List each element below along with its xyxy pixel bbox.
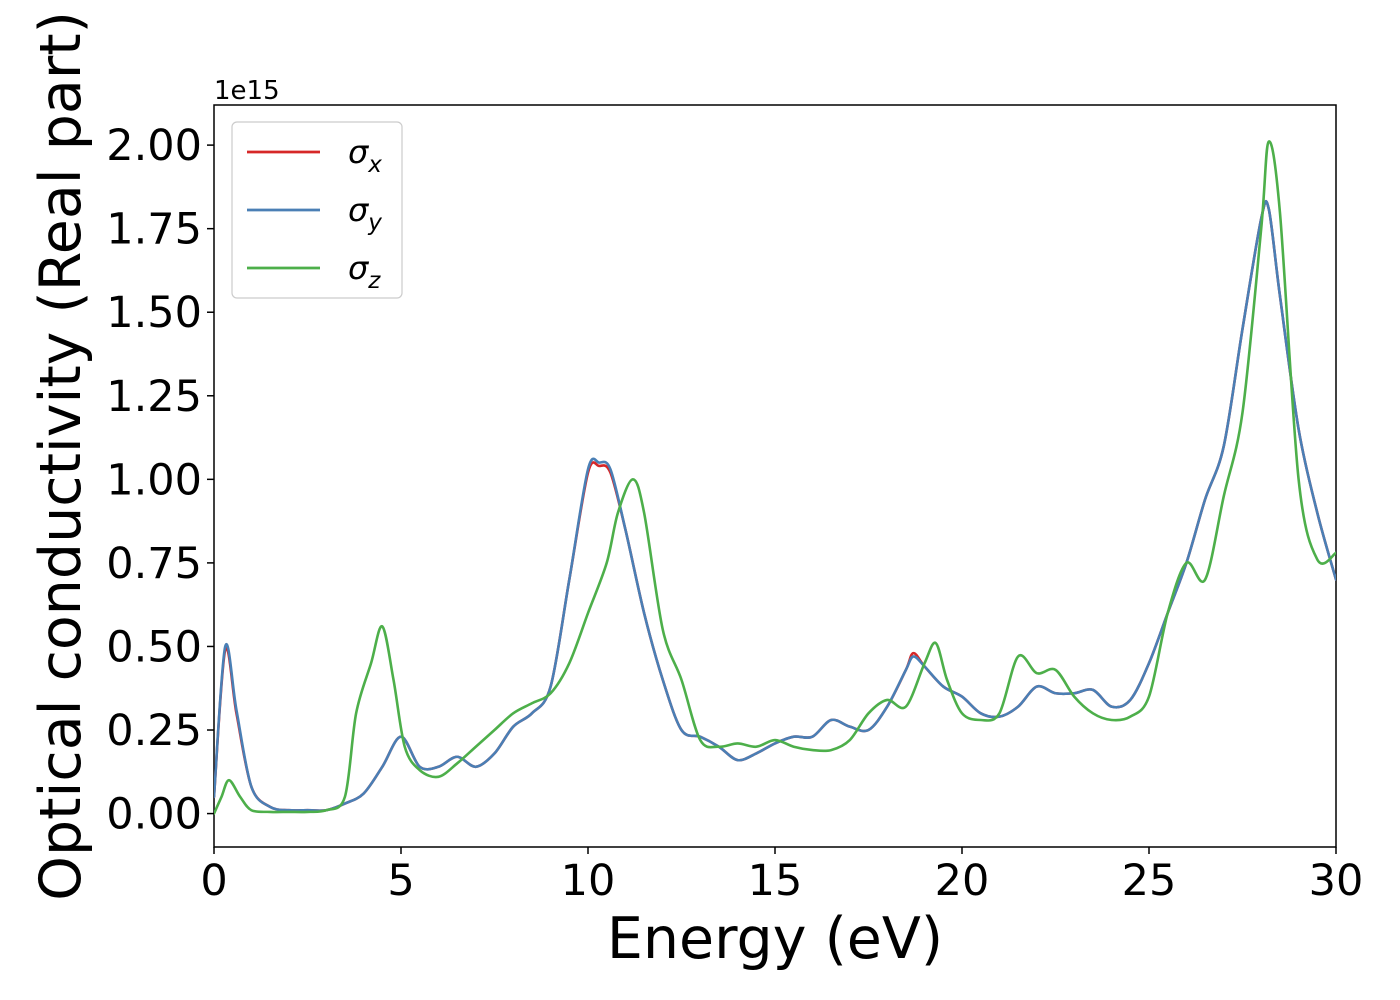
legend-entry-sigma-z: σz (247, 249, 381, 294)
legend: σx σy σz (231, 121, 403, 299)
legend-label: σz (348, 249, 381, 294)
x-tick-label: 20 (935, 856, 990, 906)
y-tick-label: 1.25 (106, 372, 202, 422)
x-tick-label: 5 (387, 856, 414, 906)
series-line-sigma-z (214, 140, 1336, 815)
x-axis-ticks: 0 5 10 15 20 25 30 (200, 847, 1363, 906)
series-layer (214, 140, 1336, 815)
series-line-sigma-y (214, 200, 1336, 813)
x-tick-label: 15 (748, 856, 803, 906)
y-axis-offset-label: 1e15 (214, 76, 280, 106)
legend-items: σx σy σz (247, 133, 382, 294)
x-tick-label: 0 (200, 856, 227, 906)
x-tick-label: 10 (561, 856, 616, 906)
legend-entry-sigma-x: σx (247, 133, 382, 178)
y-tick-label: 1.00 (106, 455, 202, 505)
legend-label: σx (348, 133, 382, 178)
y-tick-label: 0.50 (106, 622, 202, 672)
x-tick-label: 30 (1309, 856, 1364, 906)
y-tick-label: 0.00 (106, 790, 202, 840)
legend-entry-sigma-y: σy (247, 191, 382, 236)
y-axis-ticks: 0.00 0.25 0.50 0.75 1.00 1.25 1.50 1.75 2.00 (106, 121, 214, 840)
y-axis-label: Optical conductivity (Real part) (28, 11, 94, 901)
y-tick-label: 2.00 (106, 121, 202, 171)
legend-label: σy (348, 191, 382, 236)
y-tick-label: 0.25 (106, 706, 202, 756)
y-tick-label: 1.50 (106, 288, 202, 338)
y-tick-label: 0.75 (106, 539, 202, 589)
x-tick-label: 25 (1122, 856, 1177, 906)
y-tick-label: 1.75 (106, 205, 202, 255)
x-axis-label: Energy (eV) (607, 906, 943, 972)
